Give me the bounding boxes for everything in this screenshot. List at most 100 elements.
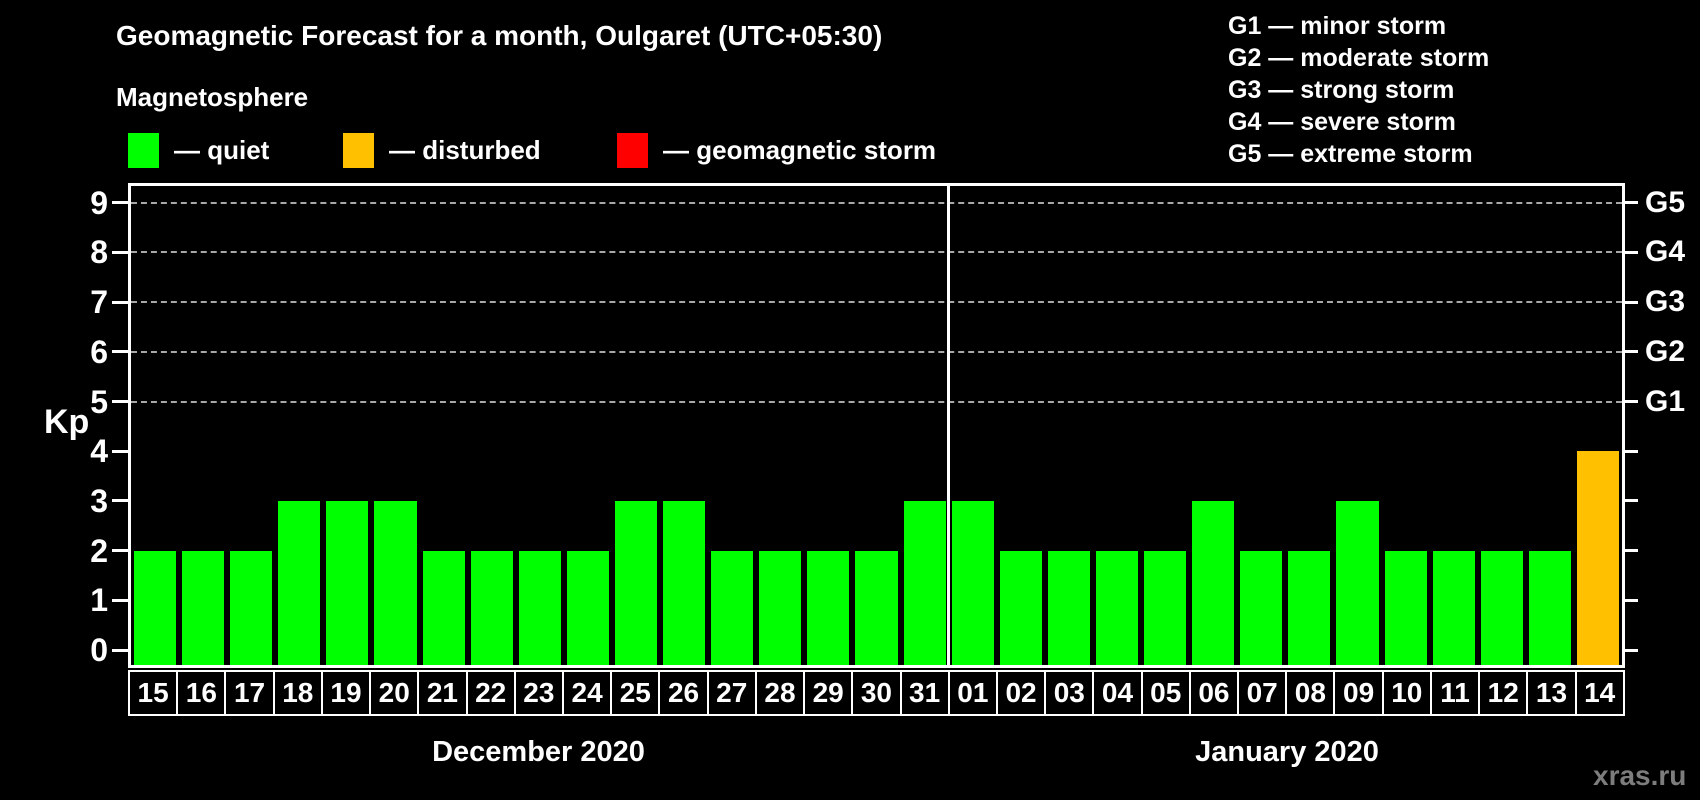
date-cell-28: 28 — [754, 670, 806, 716]
kp-bar-01 — [951, 500, 994, 665]
right-axis-label-g1: G1 — [1645, 384, 1686, 418]
disturbed-color-swatch — [343, 132, 374, 168]
y-tick-right-7 — [1622, 300, 1638, 304]
legend-item-disturbed: — disturbed — [343, 132, 541, 168]
y-tick-right-9 — [1622, 201, 1638, 205]
gridline-kp5 — [131, 400, 1622, 403]
y-tick-left-9 — [112, 201, 128, 205]
date-cell-13: 13 — [1526, 670, 1577, 716]
y-tick-left-4 — [112, 449, 128, 453]
kp-bar-25 — [614, 500, 658, 665]
y-tick-left-8 — [112, 250, 128, 254]
kp-bar-19 — [326, 500, 369, 665]
legend-item-storm: — geomagnetic storm — [617, 132, 936, 168]
y-tick-label-7: 7 — [90, 284, 108, 321]
kp-bar-29 — [807, 550, 850, 665]
right-axis-label-g5: G5 — [1645, 185, 1686, 219]
storm-scale-legend: G1 — minor storm G2 — moderate storm G3 … — [1228, 10, 1489, 170]
date-cell-10: 10 — [1381, 670, 1432, 716]
y-tick-right-8 — [1622, 250, 1638, 254]
kp-bar-09 — [1336, 500, 1379, 665]
month-label-december: December 2020 — [432, 736, 645, 768]
date-cell-20: 20 — [369, 670, 420, 716]
date-cell-07: 07 — [1237, 670, 1288, 716]
kp-bar-24 — [566, 550, 609, 665]
date-cell-05: 05 — [1140, 670, 1191, 716]
y-tick-right-5 — [1622, 400, 1638, 403]
date-cell-16: 16 — [176, 670, 227, 716]
kp-bar-10 — [1384, 550, 1427, 665]
y-tick-label-2: 2 — [90, 532, 108, 569]
kp-bar-05 — [1144, 550, 1187, 665]
kp-bar-08 — [1288, 550, 1331, 665]
date-cell-27: 27 — [706, 670, 757, 716]
y-tick-left-1 — [112, 598, 128, 602]
storm-scale-g5: G5 — extreme storm — [1228, 140, 1473, 168]
kp-bar-21 — [422, 550, 465, 665]
date-cell-09: 09 — [1333, 670, 1384, 716]
kp-bar-27 — [711, 550, 754, 665]
gridline-kp6 — [131, 350, 1622, 353]
month-label-january: January 2020 — [1195, 736, 1379, 768]
kp-bar-23 — [518, 550, 561, 665]
date-cell-31: 31 — [899, 670, 950, 716]
date-cell-26: 26 — [658, 670, 709, 716]
y-tick-label-9: 9 — [90, 184, 108, 221]
date-cell-15: 15 — [128, 670, 179, 716]
y-tick-left-3 — [112, 499, 128, 503]
right-axis-label-g2: G2 — [1645, 334, 1686, 368]
y-tick-right-6 — [1622, 350, 1638, 354]
y-tick-label-1: 1 — [90, 582, 108, 619]
gridline-kp8 — [131, 251, 1622, 254]
kp-bar-04 — [1095, 550, 1139, 665]
date-cell-03: 03 — [1044, 670, 1095, 716]
kp-bar-18 — [278, 500, 321, 665]
storm-color-swatch — [617, 132, 648, 168]
magnetosphere-heading: Magnetosphere — [116, 82, 309, 112]
y-tick-left-6 — [112, 350, 128, 354]
quiet-label: — quiet — [174, 134, 270, 165]
date-cell-04: 04 — [1092, 670, 1143, 716]
y-tick-right-2 — [1622, 549, 1638, 553]
kp-bar-06 — [1192, 500, 1235, 665]
storm-label: — geomagnetic storm — [663, 134, 937, 165]
kp-bar-11 — [1432, 550, 1475, 665]
y-tick-label-6: 6 — [90, 333, 108, 370]
y-tick-label-0: 0 — [90, 632, 108, 668]
disturbed-label: — disturbed — [389, 134, 541, 165]
storm-scale-g1: G1 — minor storm — [1228, 12, 1447, 40]
date-cell-30: 30 — [851, 670, 902, 716]
date-cell-14: 14 — [1574, 670, 1625, 716]
y-tick-label-4: 4 — [90, 433, 108, 470]
kp-bar-14 — [1576, 451, 1619, 665]
storm-scale-g4: G4 — severe storm — [1228, 108, 1456, 136]
date-cell-01: 01 — [947, 670, 998, 716]
kp-bar-07 — [1240, 550, 1283, 665]
kp-bar-28 — [759, 550, 802, 665]
watermark: xras.ru — [1593, 760, 1687, 791]
y-tick-right-1 — [1622, 598, 1638, 602]
date-cell-21: 21 — [417, 670, 468, 716]
kp-bar-20 — [374, 500, 417, 665]
date-cell-06: 06 — [1188, 670, 1240, 716]
date-cell-22: 22 — [465, 670, 516, 716]
y-tick-right-0 — [1622, 648, 1638, 652]
y-tick-left-2 — [112, 549, 128, 553]
quiet-color-swatch — [128, 132, 159, 168]
kp-bar-22 — [470, 550, 513, 665]
kp-bar-12 — [1480, 550, 1523, 665]
gridline-kp9 — [131, 201, 1622, 204]
y-tick-label-3: 3 — [90, 482, 108, 519]
kp-bar-30 — [855, 550, 898, 665]
y-tick-label-5: 5 — [90, 383, 108, 420]
date-cell-23: 23 — [513, 670, 564, 716]
kp-bar-03 — [1047, 550, 1090, 665]
date-axis-row: 15 16 17 18 19 20 21 22 23 24 25 26 27 28 29 30 31 01 02 03… — [128, 670, 1625, 716]
y-axis-title: Kp — [44, 403, 90, 441]
kp-bar-13 — [1528, 550, 1571, 665]
kp-bar-26 — [663, 500, 706, 665]
right-axis-label-g3: G3 — [1645, 285, 1686, 319]
storm-scale-g2: G2 — moderate storm — [1228, 44, 1490, 72]
chart-title: Geomagnetic Forecast for a month, Oulgar… — [116, 20, 883, 51]
date-cell-29: 29 — [803, 670, 854, 716]
